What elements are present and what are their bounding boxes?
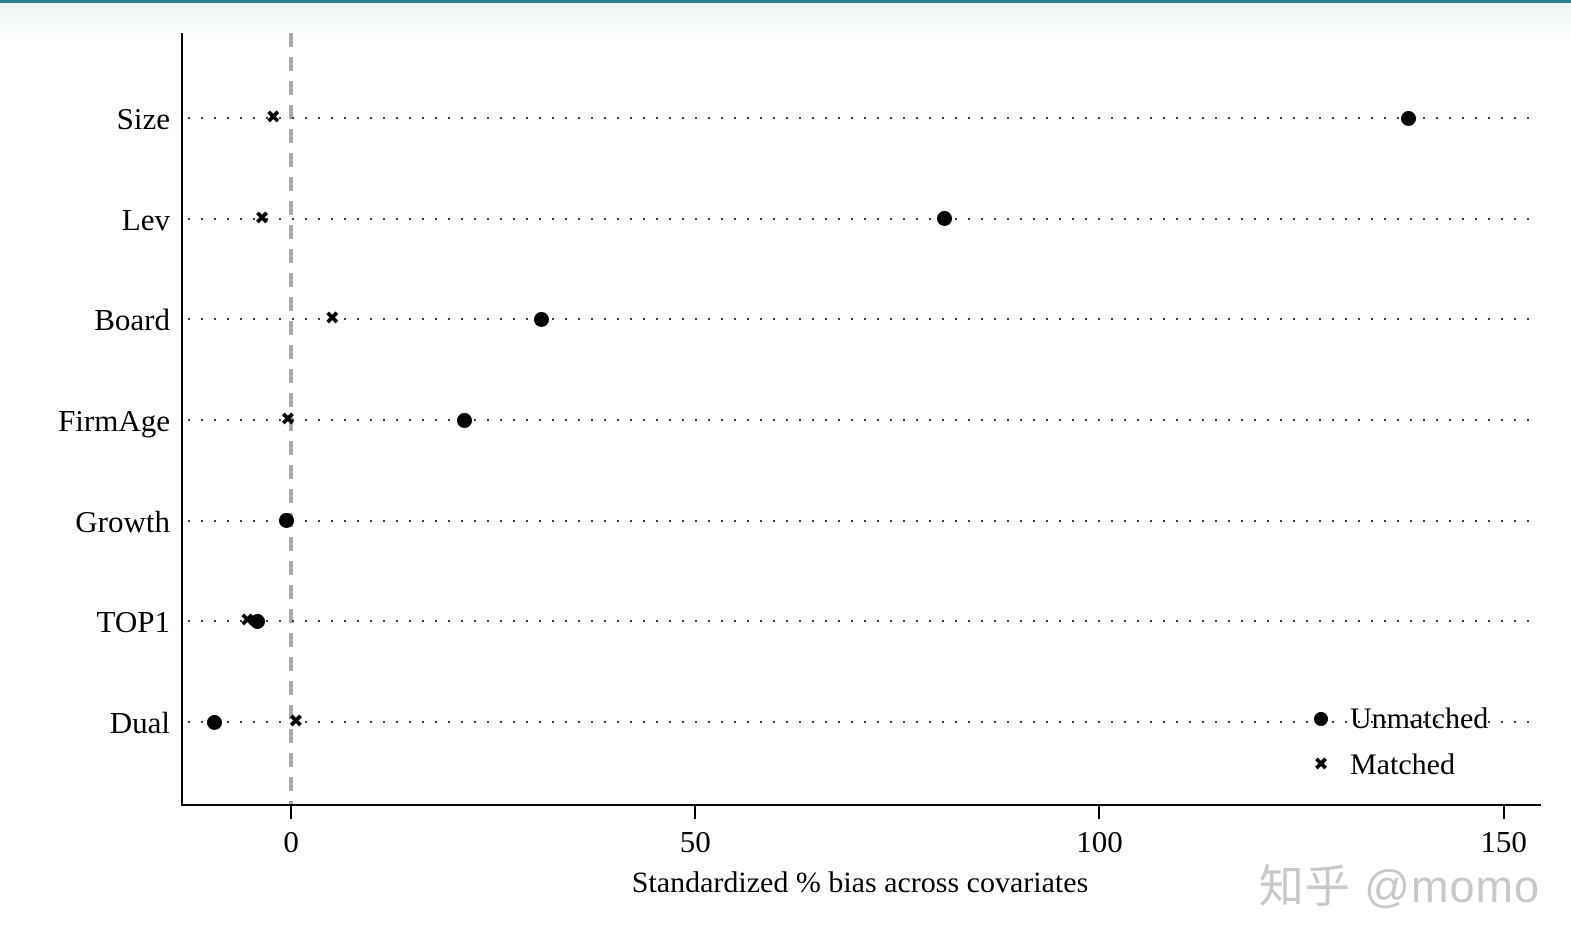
matched-point-board: ✖ [324,308,340,330]
gridline [188,217,1540,220]
x-tick-label: 100 [1076,824,1123,859]
x-axis-line [181,804,1541,806]
unmatched-point-dual [206,714,222,730]
unmatched-point-lev [936,211,952,227]
y-axis-label-growth: Growth [75,503,170,539]
watermark: 知乎 @momo [1258,861,1540,912]
y-axis-label-dual: Dual [109,705,170,740]
x-tick-label: 150 [1480,824,1527,859]
x-tick [1502,806,1505,819]
legend-item-unmatched: Unmatched [1306,696,1488,742]
gridline [188,620,1540,623]
zero-reference-dashed-line [289,33,294,804]
x-tick [694,806,697,819]
x-tick [1098,806,1101,819]
x-axis-title: Standardized % bias across covariates [631,866,1089,899]
y-axis-label-board: Board [94,302,170,338]
x-tick-label: 0 [283,824,299,859]
matched-x-icon: ✖ [1313,754,1329,775]
y-axis-label-top1: TOP1 [96,604,170,640]
unmatched-point-firmage [457,412,473,428]
unmatched-circle-icon [1314,712,1328,726]
y-axis-label-size: Size [116,101,170,136]
unmatched-point-growth [278,513,294,529]
matched-point-lev: ✖ [254,207,270,229]
gridline [188,519,1540,522]
unmatched-point-size [1400,110,1416,126]
legend-label-matched: Matched [1350,748,1455,781]
top-fade-gradient [0,3,1571,45]
legend: Unmatched ✖ Matched [1306,696,1488,788]
matched-point-size: ✖ [265,107,281,128]
gridline [188,318,1540,321]
matched-point-firmage: ✖ [280,409,296,430]
y-axis-line [181,33,183,806]
matched-point-dual: ✖ [288,711,304,732]
unmatched-point-top1 [249,613,265,629]
gridline [188,419,1540,421]
x-tick [290,806,293,819]
legend-item-matched: ✖ Matched [1306,742,1488,788]
y-axis-label-lev: Lev [121,201,170,237]
x-tick-label: 50 [679,824,711,859]
gridline [188,721,1540,723]
unmatched-point-board [534,311,550,327]
top-accent-bar [0,0,1571,3]
legend-label-unmatched: Unmatched [1350,702,1489,735]
gridline [188,117,1540,119]
y-axis-label-firmage: FirmAge [58,403,170,438]
